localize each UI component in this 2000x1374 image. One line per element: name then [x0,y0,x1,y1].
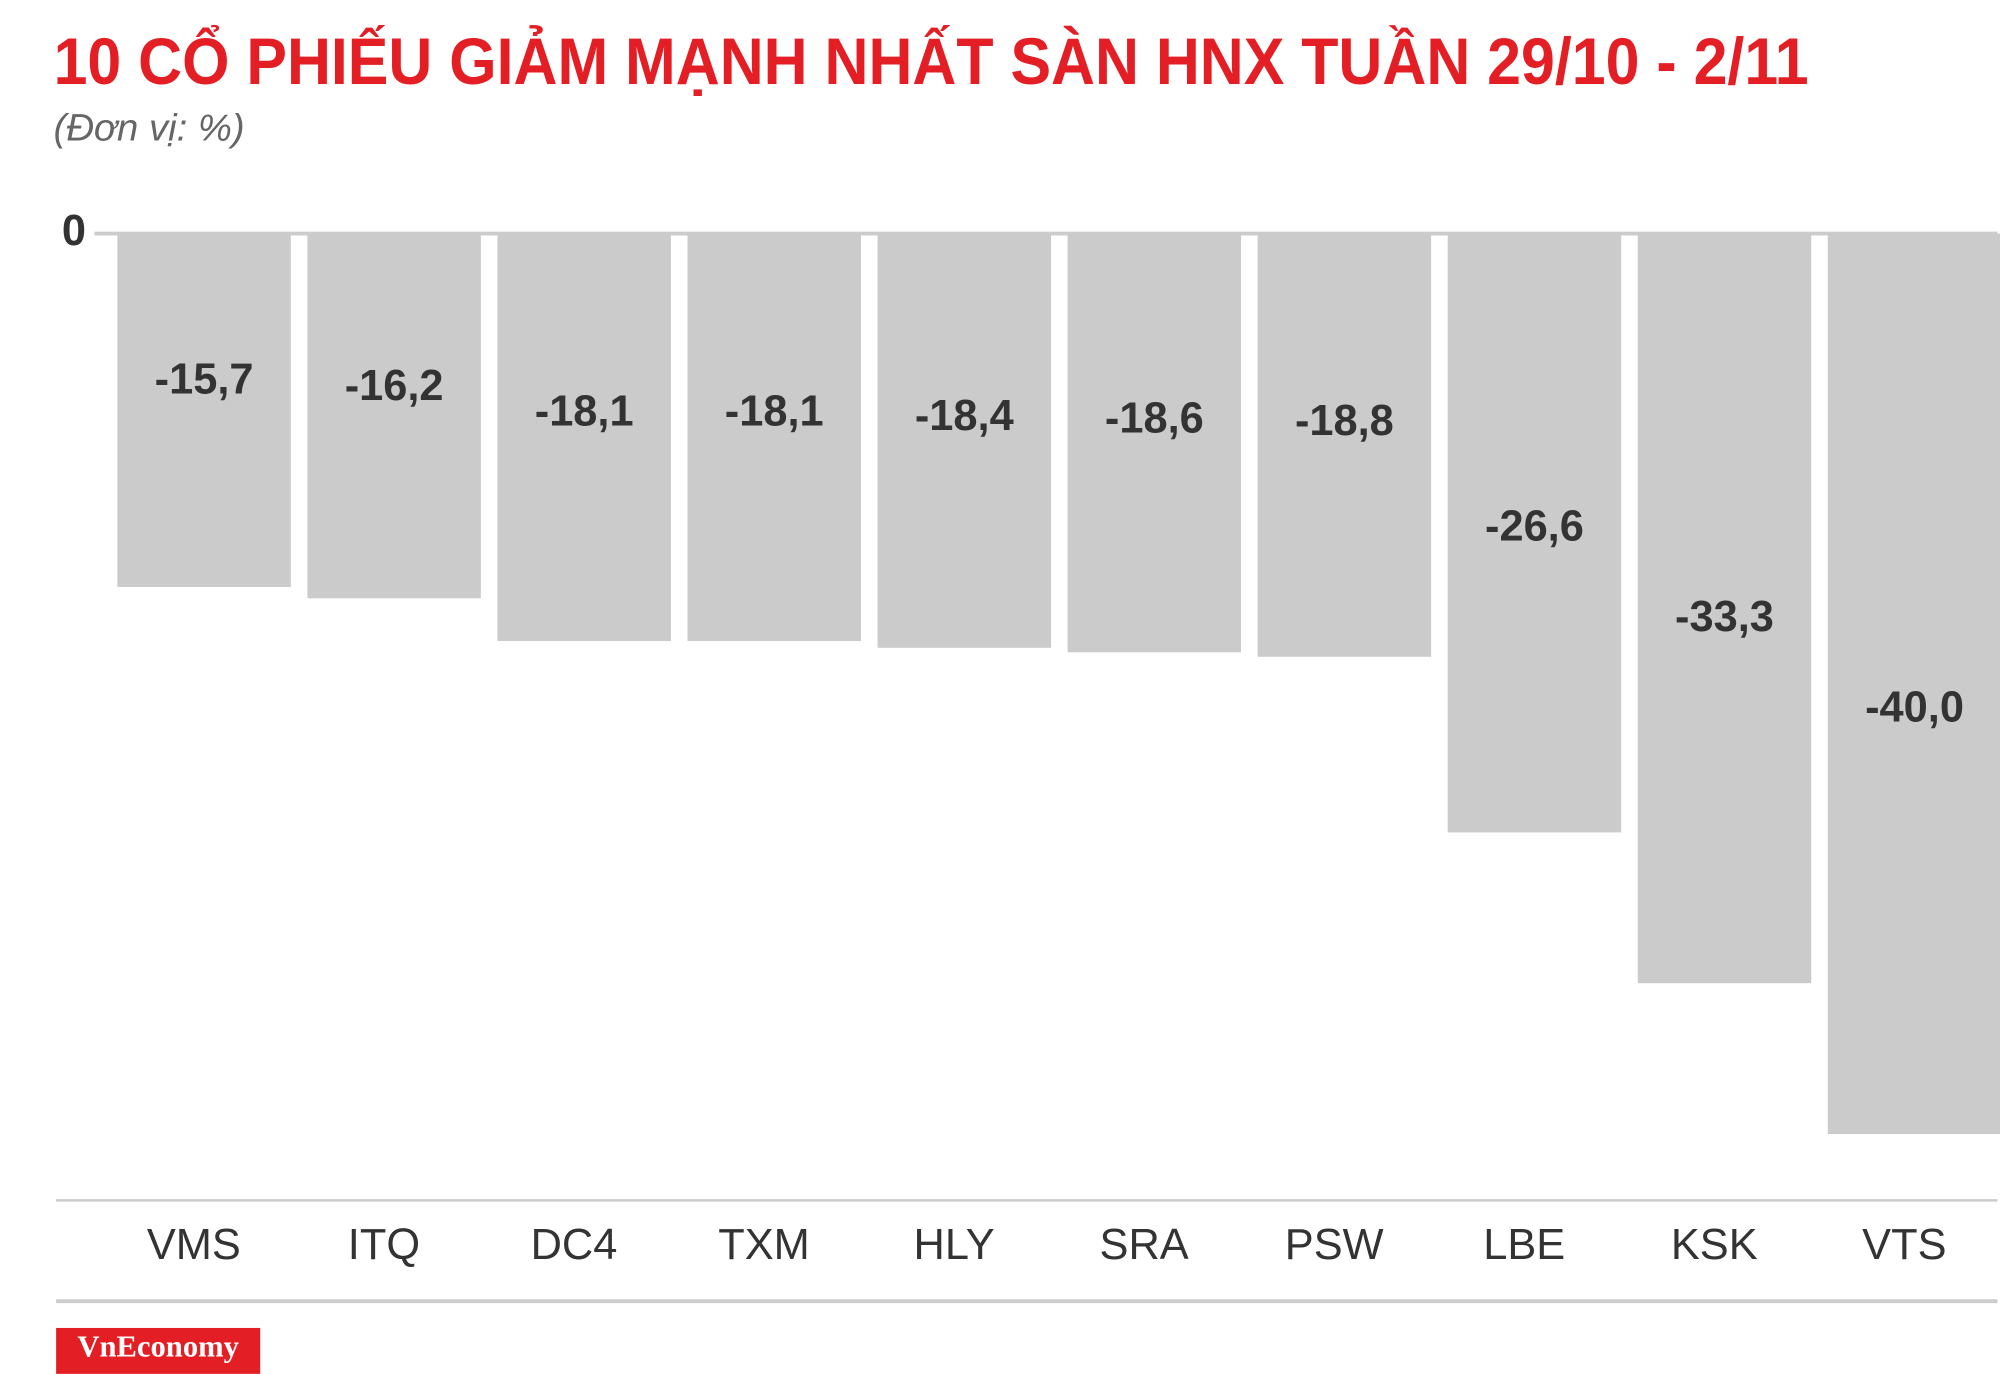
value-label: -40,0 [1865,684,1964,732]
bar [1067,233,1242,653]
bar [877,233,1052,648]
x-tick-label: LBE [1483,1221,1565,1269]
y-tick-label: 0 [62,207,86,255]
value-label: -18,4 [915,392,1014,440]
value-label: -16,2 [345,362,444,410]
x-tick-label: VTS [1862,1221,1946,1269]
bar [117,233,291,588]
x-tick-label: SRA [1100,1221,1189,1269]
value-label: -18,8 [1295,397,1394,445]
x-tick-label: HLY [914,1221,995,1269]
bar [1637,233,1812,984]
x-tick-label: KSK [1671,1221,1758,1269]
bar [1827,233,2000,1135]
value-label: -26,6 [1485,503,1584,551]
bar [307,233,481,599]
value-label: -15,7 [155,355,254,403]
x-tick-label: ITQ [348,1221,420,1269]
bar [1447,233,1622,833]
x-tick-label: TXM [718,1221,810,1269]
value-label: -33,3 [1675,593,1774,641]
logo-box [56,1327,261,1374]
x-tick-label: DC4 [531,1221,618,1269]
value-label: -18,1 [535,388,634,436]
chart-subtitle: (Đơn vị: %) [54,106,245,149]
bar [687,233,861,642]
x-tick-label: VMS [147,1221,241,1269]
logo: VnEconomy [77,1330,239,1364]
chart-title: 10 CỔ PHIẾU GIẢM MẠNH NHẤT SÀN HNX TUẦN … [54,24,1809,99]
bar [497,233,671,642]
x-tick-label: PSW [1285,1221,1384,1269]
bar [1257,233,1432,657]
value-label: -18,6 [1105,394,1204,442]
value-label: -18,1 [725,388,824,436]
